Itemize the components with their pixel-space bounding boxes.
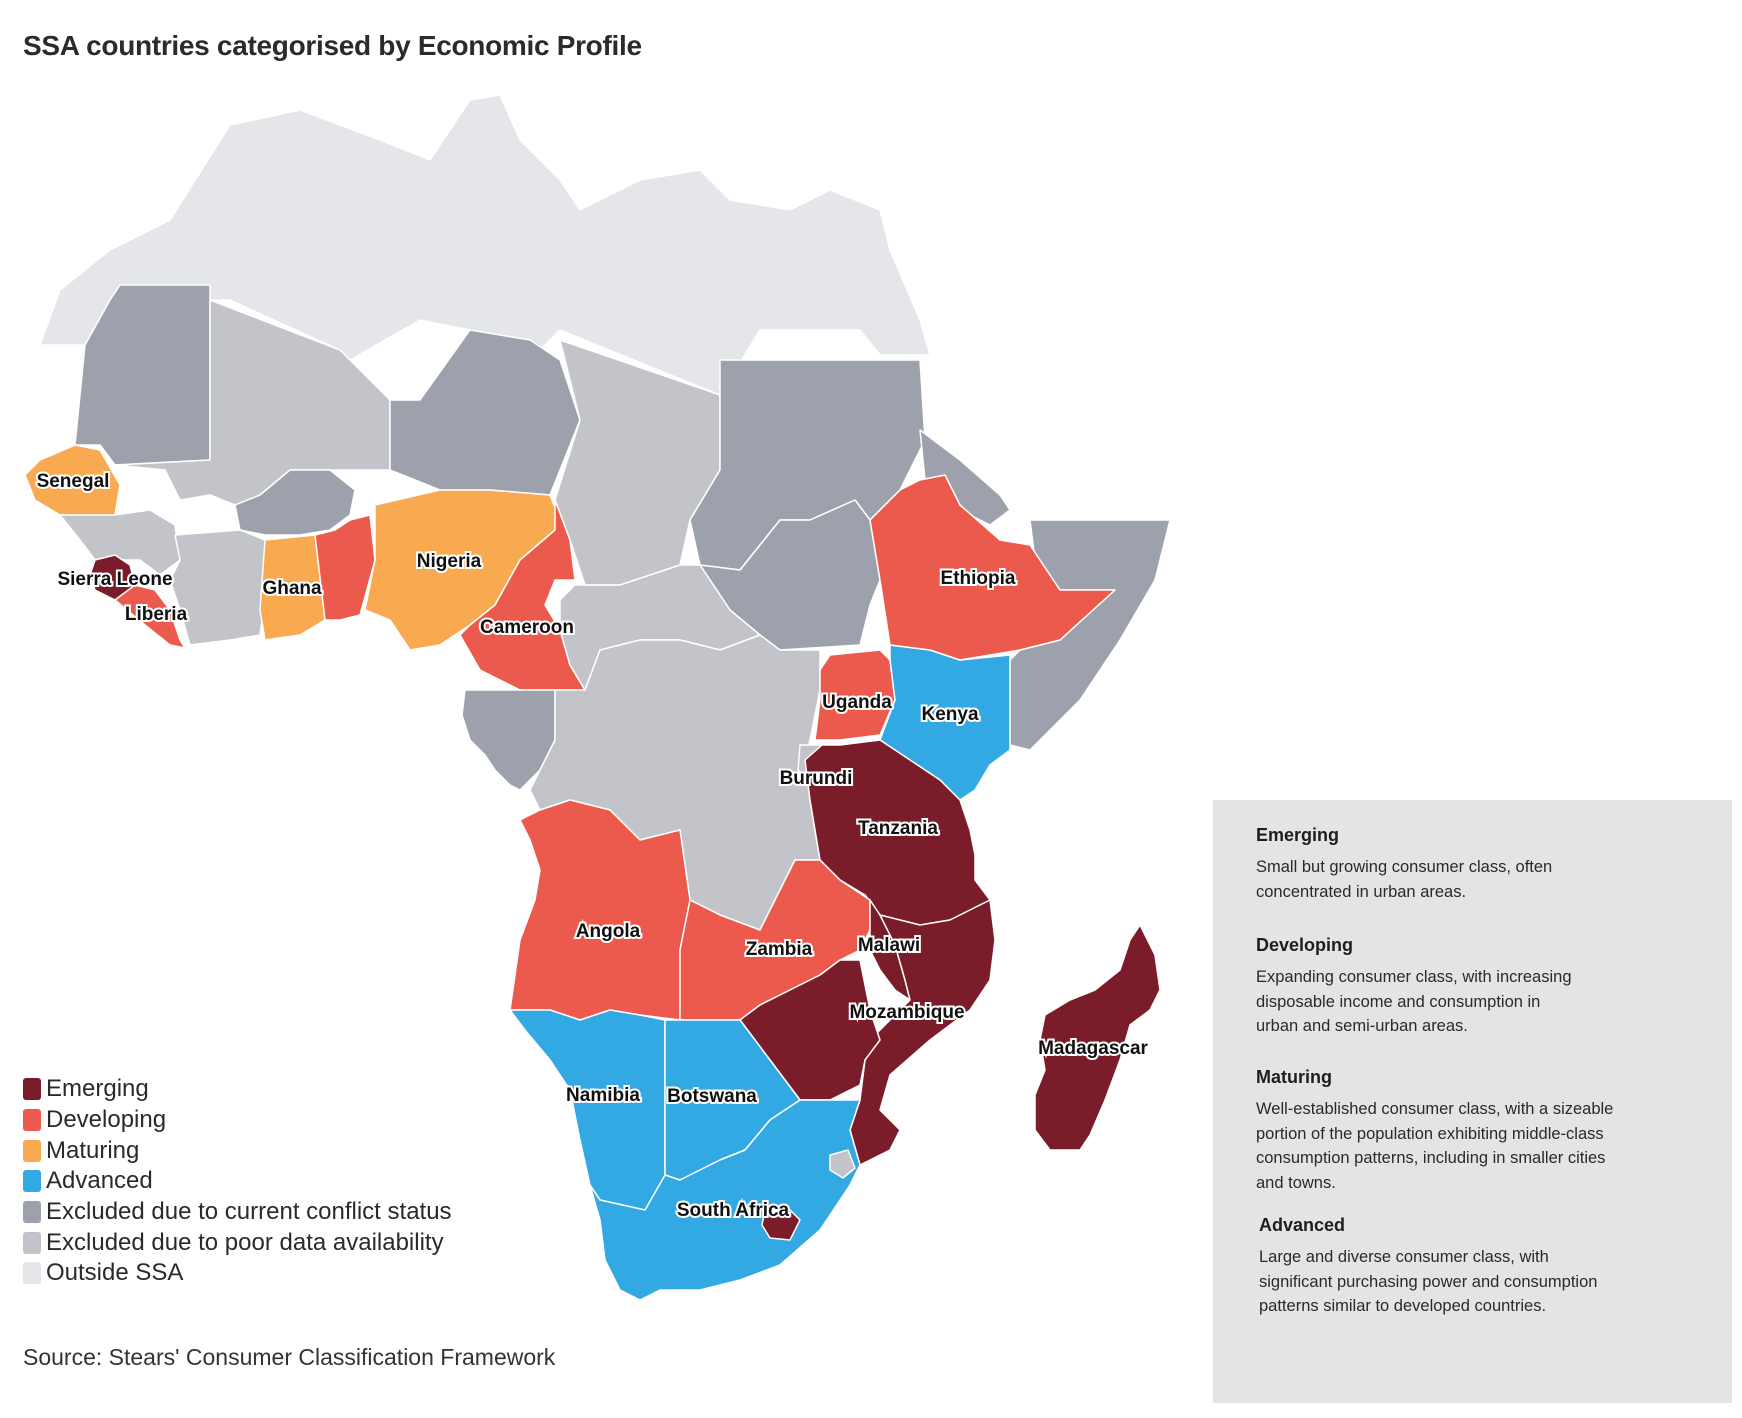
description-advanced: Advanced Large and diverse consumer clas… <box>1259 1215 1699 1319</box>
description-line: significant purchasing power and consump… <box>1259 1272 1598 1291</box>
description-text: Small but growing consumer class, often … <box>1256 855 1696 904</box>
region-uganda <box>814 649 896 741</box>
legend-swatch-poor-data <box>23 1231 41 1254</box>
description-line: patterns similar to developed countries. <box>1259 1297 1547 1315</box>
label-nigeria: Nigeria <box>417 551 482 572</box>
description-line: disposable income and consumption in <box>1256 992 1541 1011</box>
description-line: portion of the population exhibiting mid… <box>1256 1124 1604 1143</box>
legend-label-poor-data: Excluded due to poor data availability <box>46 1228 444 1256</box>
legend-item-advanced: Advanced <box>23 1166 452 1197</box>
legend-swatch-maturing <box>23 1139 41 1162</box>
description-text: Expanding consumer class, with increasin… <box>1256 965 1696 1039</box>
description-developing: Developing Expanding consumer class, wit… <box>1256 935 1696 1039</box>
description-emerging: Emerging Small but growing consumer clas… <box>1256 825 1696 904</box>
label-burundi: Burundi <box>780 768 853 789</box>
description-panel: Emerging Small but growing consumer clas… <box>1213 800 1732 1403</box>
region-burkina <box>234 469 356 536</box>
label-cameroon: Cameroon <box>480 617 574 638</box>
label-madagascar: Madagascar <box>1038 1038 1148 1059</box>
label-ghana: Ghana <box>262 578 322 599</box>
description-line: Small but growing consumer class, often <box>1256 858 1553 876</box>
legend-item-emerging: Emerging <box>23 1074 452 1105</box>
label-namibia: Namibia <box>566 1085 640 1106</box>
legend-swatch-advanced <box>23 1170 41 1193</box>
legend-swatch-outside <box>23 1262 41 1285</box>
region-angola <box>509 799 691 1021</box>
legend-swatch-conflict <box>23 1201 41 1224</box>
legend-item-developing: Developing <box>23 1105 452 1136</box>
description-line: Expanding consumer class, with increasin… <box>1256 968 1572 986</box>
label-mozambique: Mozambique <box>849 1002 964 1023</box>
region-liberia <box>114 584 186 649</box>
region-madagascar <box>1034 924 1161 1151</box>
label-kenya: Kenya <box>921 704 978 725</box>
region-ivory-coast <box>169 529 266 646</box>
legend-swatch-emerging <box>23 1078 41 1101</box>
label-botswana: Botswana <box>667 1086 757 1107</box>
region-guinea <box>59 509 181 576</box>
legend-item-maturing: Maturing <box>23 1135 452 1166</box>
region-niger <box>389 329 581 496</box>
description-line: consumption patterns, including in small… <box>1256 1149 1606 1167</box>
legend-label-developing: Developing <box>46 1106 167 1134</box>
country-labels: Senegal Sierra Leone Liberia Ghana Niger… <box>35 469 1151 1223</box>
description-line: and towns. <box>1256 1173 1336 1192</box>
region-namibia <box>509 1009 666 1211</box>
description-title: Advanced <box>1259 1215 1346 1235</box>
region-south-africa <box>589 1099 861 1301</box>
description-title: Maturing <box>1256 1067 1332 1087</box>
region-mozambique <box>849 899 996 1166</box>
source-note: Source: Stears' Consumer Classification … <box>23 1344 556 1370</box>
description-text: Well-established consumer class, with a … <box>1256 1097 1696 1195</box>
legend-item-conflict: Excluded due to current conflict status <box>23 1197 452 1228</box>
map-title: SSA countries categorised by Economic Pr… <box>23 30 642 61</box>
description-line: concentrated in urban areas. <box>1256 882 1467 901</box>
label-sierra-leone: Sierra Leone <box>57 569 172 590</box>
description-maturing: Maturing Well-established consumer class… <box>1256 1067 1696 1195</box>
legend-label-advanced: Advanced <box>46 1167 153 1195</box>
region-eswatini <box>829 1149 856 1179</box>
legend-label-maturing: Maturing <box>46 1136 140 1164</box>
description-title: Developing <box>1256 935 1354 955</box>
label-south-africa: South Africa <box>677 1200 790 1221</box>
label-ethiopia: Ethiopia <box>941 568 1016 589</box>
label-zambia: Zambia <box>746 939 813 960</box>
legend-item-poor-data: Excluded due to poor data availability <box>23 1227 452 1258</box>
label-angola: Angola <box>576 921 641 942</box>
label-senegal: Senegal <box>37 471 110 492</box>
legend-label-outside: Outside SSA <box>46 1259 184 1287</box>
legend-swatch-developing <box>23 1109 41 1132</box>
legend-label-emerging: Emerging <box>46 1075 149 1103</box>
label-liberia: Liberia <box>125 604 188 625</box>
label-malawi: Malawi <box>858 935 920 956</box>
description-line: urban and semi-urban areas. <box>1256 1017 1468 1035</box>
legend-label-conflict: Excluded due to current conflict status <box>46 1198 452 1226</box>
region-ethiopia <box>869 474 1116 661</box>
label-tanzania: Tanzania <box>858 818 938 839</box>
description-title: Emerging <box>1256 825 1340 845</box>
description-line: Well-established consumer class, with a … <box>1256 1100 1614 1118</box>
label-uganda: Uganda <box>822 692 892 713</box>
description-text: Large and diverse consumer class, with s… <box>1259 1245 1699 1319</box>
region-lesotho <box>761 1204 801 1241</box>
region-senegal <box>24 444 121 516</box>
description-line: Large and diverse consumer class, with <box>1259 1248 1549 1266</box>
map-legend: Emerging Developing Maturing Advanced Ex… <box>23 1074 452 1289</box>
legend-item-outside: Outside SSA <box>23 1258 452 1289</box>
